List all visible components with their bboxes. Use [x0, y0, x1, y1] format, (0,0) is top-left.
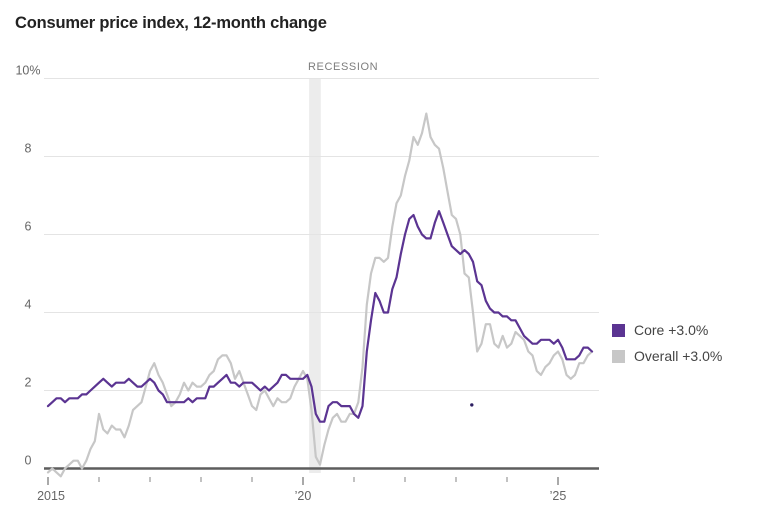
chart-title: Consumer price index, 12-month change — [15, 14, 327, 32]
x-tick-label: ’25 — [550, 489, 567, 503]
core-swatch-icon — [612, 323, 625, 337]
y-tick-label: 4 — [25, 298, 32, 312]
legend: Core +3.0% Overall +3.0% — [612, 317, 722, 369]
legend-label-core: Core +3.0% — [634, 322, 709, 338]
stray-data-dot — [470, 403, 474, 407]
legend-item-overall: Overall +3.0% — [612, 343, 722, 369]
y-tick-label: 8 — [25, 142, 32, 156]
overall-line — [46, 112, 594, 478]
x-tick-label: 2015 — [37, 489, 65, 503]
y-tick-label: 0 — [25, 454, 32, 468]
recession-band — [309, 78, 321, 473]
y-tick-label: 2 — [25, 376, 32, 390]
legend-item-core: Core +3.0% — [612, 317, 722, 343]
core-line — [46, 210, 594, 423]
y-tick-label: 6 — [25, 220, 32, 234]
overall-swatch-icon — [612, 349, 625, 363]
x-tick-label: ’20 — [295, 489, 312, 503]
recession-label: RECESSION — [308, 61, 379, 73]
legend-label-overall: Overall +3.0% — [634, 348, 723, 364]
y-tick-label: 10% — [15, 64, 40, 78]
